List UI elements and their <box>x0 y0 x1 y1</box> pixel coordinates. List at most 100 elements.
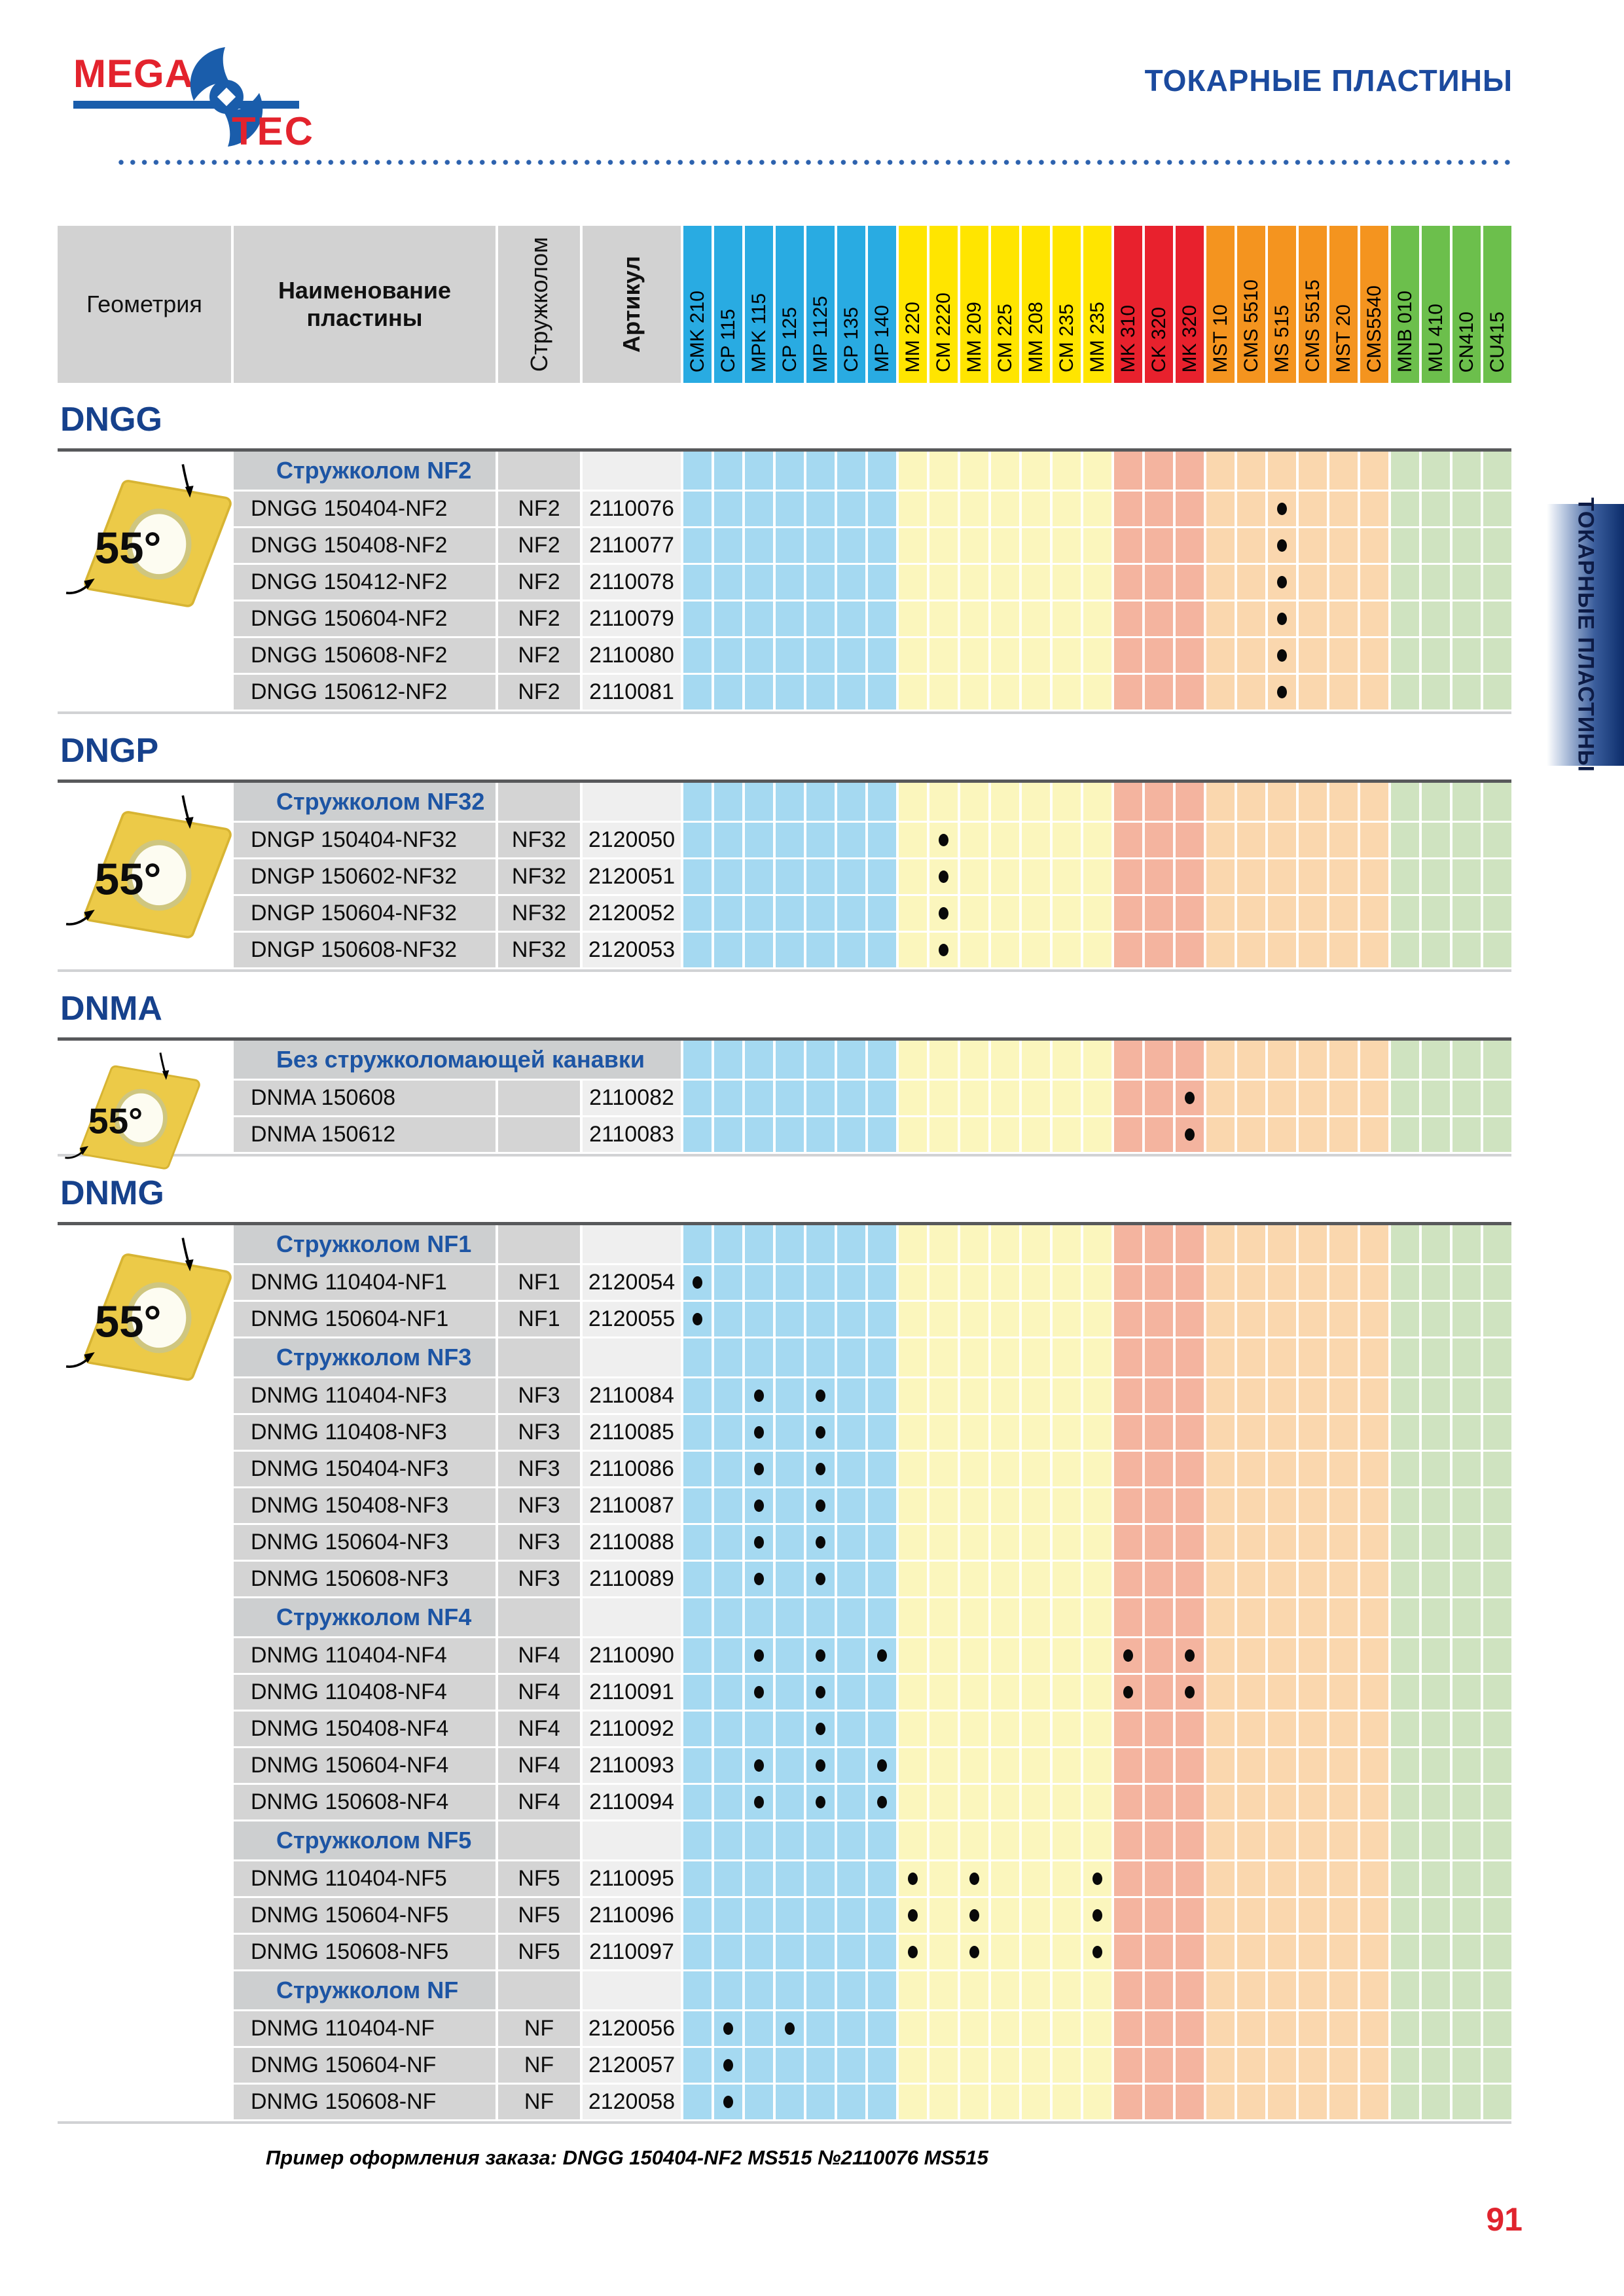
grade-cell <box>1114 601 1142 636</box>
grade-cell <box>1483 1861 1511 1896</box>
grade-cell <box>714 565 742 600</box>
grade-cell <box>1391 1748 1419 1783</box>
grade-cell <box>1360 1712 1388 1746</box>
grade-cell <box>1299 2011 1327 2046</box>
grade-cell <box>1083 1081 1111 1115</box>
grade-cell <box>991 933 1019 967</box>
grade-cell <box>1022 1081 1050 1115</box>
grade-cell <box>1176 783 1204 821</box>
grade-column-label: MP 1125 <box>809 295 831 372</box>
grade-cell <box>1053 601 1081 636</box>
grade-cell <box>683 1861 712 1896</box>
grade-cell <box>837 528 865 563</box>
grade-cell <box>1329 933 1358 967</box>
grade-cell <box>806 1748 835 1783</box>
grade-cell <box>1422 1675 1450 1710</box>
grade-cell <box>806 1638 835 1673</box>
chipbreaker-value: NF32 <box>498 859 580 894</box>
article-number: 2120051 <box>583 859 681 894</box>
grade-cell <box>1083 565 1111 600</box>
grade-cell <box>745 1488 773 1523</box>
grade-cell <box>991 2048 1019 2083</box>
insert-name: DNGP 150608-NF32 <box>234 933 496 967</box>
grade-cell <box>837 1638 865 1673</box>
grade-cell <box>1391 1415 1419 1450</box>
grade-column-header: CM 235 <box>1053 226 1081 383</box>
grade-cell <box>1268 1338 1296 1376</box>
grade-cell <box>1114 1971 1142 2009</box>
grade-column-label: CM 235 <box>1055 303 1077 372</box>
grade-cell <box>806 1338 835 1376</box>
grade-cell <box>1053 452 1081 490</box>
grade-cell <box>714 1041 742 1079</box>
grade-cell <box>1299 1748 1327 1783</box>
grade-cell <box>837 452 865 490</box>
geometry-cell-empty <box>58 1598 231 1636</box>
grade-cell <box>1299 1675 1327 1710</box>
grade-cell <box>1299 896 1327 931</box>
grade-cell <box>1483 1225 1511 1263</box>
grade-cell <box>1391 1452 1419 1486</box>
grade-cell <box>1206 1041 1235 1079</box>
grade-cell <box>960 1415 988 1450</box>
insert-name: DNMG 150604-NF4 <box>234 1748 496 1783</box>
grade-cell <box>745 896 773 931</box>
grade-cell <box>1453 859 1481 894</box>
grade-cell <box>899 1081 927 1115</box>
grade-cell <box>714 1638 742 1673</box>
grade-cell <box>1083 1638 1111 1673</box>
chipbreaker-value: NF <box>498 2011 580 2046</box>
insert-name: DNMA 150608 <box>234 1081 496 1115</box>
grade-cell <box>1483 1785 1511 1820</box>
grade-cell <box>714 1935 742 1969</box>
grade-cell <box>960 1598 988 1636</box>
grade-cell <box>868 1861 896 1896</box>
availability-dot <box>1277 649 1287 662</box>
grade-cell <box>1483 1265 1511 1300</box>
grade-cell <box>1176 1081 1204 1115</box>
insert-name: DNMG 110404-NF5 <box>234 1861 496 1896</box>
grade-column-header: CP 115 <box>714 226 742 383</box>
grade-cell <box>1268 1675 1296 1710</box>
grade-cell <box>991 1041 1019 1079</box>
grade-cell <box>1329 452 1358 490</box>
grade-cell <box>1453 1452 1481 1486</box>
grade-cell <box>1145 1598 1173 1636</box>
grade-cell <box>1114 1598 1142 1636</box>
grade-cell <box>714 1748 742 1783</box>
grade-cell <box>1422 1302 1450 1336</box>
grade-cell <box>1268 896 1296 931</box>
grade-cell <box>837 1415 865 1450</box>
grade-column-label: CP 125 <box>778 307 801 372</box>
grade-cell <box>1237 452 1265 490</box>
grade-cell <box>1206 1675 1235 1710</box>
grade-cell <box>1176 1117 1204 1152</box>
grade-cell <box>1483 1712 1511 1746</box>
grade-cell <box>837 1488 865 1523</box>
grade-cell <box>745 1748 773 1783</box>
grade-cell <box>960 675 988 709</box>
grade-cell <box>1483 1452 1511 1486</box>
insert-row: DNMG 110408-NF4 NF4 2110091 <box>58 1675 1511 1710</box>
grade-cell <box>837 638 865 673</box>
grade-cell <box>683 1598 712 1636</box>
insert-row: DNMG 150608-NF4 NF4 2110094 <box>58 1785 1511 1820</box>
grade-cell <box>899 1785 927 1820</box>
grade-cell <box>683 1525 712 1560</box>
availability-dot <box>693 1276 702 1289</box>
insert-name: DNGG 150612-NF2 <box>234 675 496 709</box>
insert-row: DNMG 110404-NF5 NF5 2110095 <box>58 1861 1511 1896</box>
grade-cell <box>991 1748 1019 1783</box>
grade-cell <box>683 823 712 857</box>
grade-cell <box>1145 601 1173 636</box>
grade-cell <box>899 638 927 673</box>
chipbreaker-band-label: Стружколом NF3 <box>234 1338 496 1376</box>
grade-cell <box>1206 1265 1235 1300</box>
grade-cell <box>991 528 1019 563</box>
availability-dot <box>969 1909 979 1922</box>
grade-cell <box>1237 859 1265 894</box>
grade-cell <box>1053 1898 1081 1933</box>
grade-cell <box>837 1302 865 1336</box>
chipbreaker-value: NF3 <box>498 1525 580 1560</box>
grade-cell <box>991 492 1019 526</box>
